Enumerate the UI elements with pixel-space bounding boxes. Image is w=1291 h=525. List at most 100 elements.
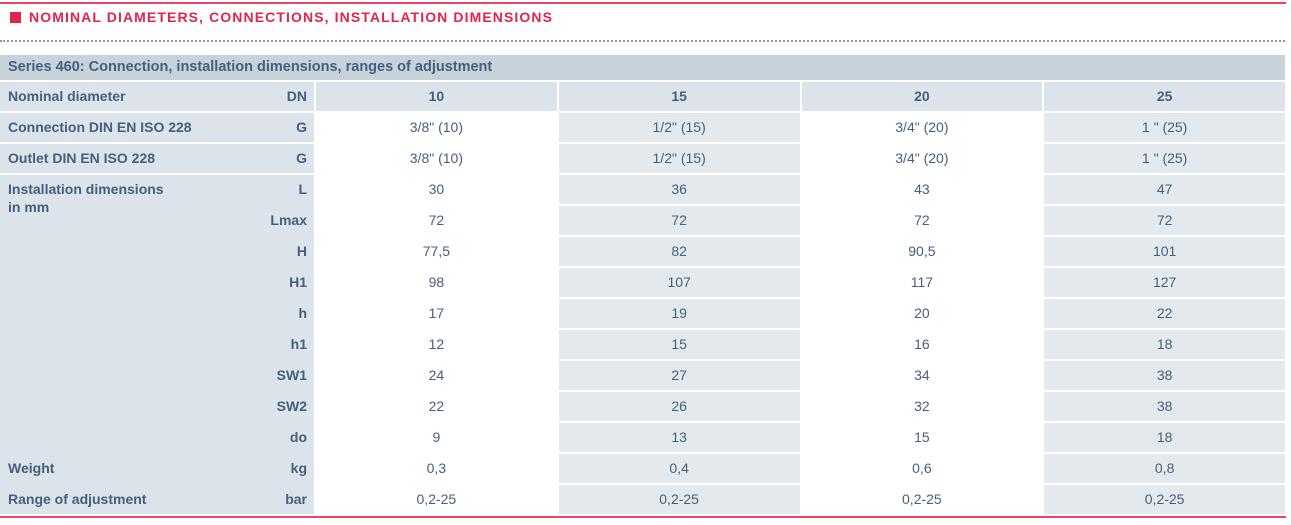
value-cell: 16 (914, 336, 930, 352)
value-cell: 0,2-25 (902, 491, 942, 507)
symbol-cell: kg (243, 454, 314, 483)
value-cell: 0,8 (1044, 454, 1285, 483)
symbol-cell: SW1 (243, 361, 314, 390)
row-outlet: Outlet DIN EN ISO 228 G 3/8" (10) 1/2" (… (0, 144, 1285, 173)
row-label-cell (0, 237, 243, 266)
row-lmax: Lmax 72 72 72 72 (0, 206, 1285, 235)
value-cell: 1 " (25) (1044, 113, 1285, 142)
row-label-cell: Range of adjustment (0, 485, 243, 514)
column-header-dn25: 25 (1044, 82, 1285, 111)
value-cell: 82 (558, 237, 800, 266)
value-cell: 3/8" (10) (409, 150, 463, 166)
section-title-text: NOMINAL DIAMETERS, CONNECTIONS, INSTALLA… (29, 9, 554, 25)
symbol-cell: G (243, 144, 314, 173)
value-cell: 0,2-25 (1044, 485, 1285, 514)
value-cell: 43 (914, 181, 930, 197)
bottom-accent-rule (0, 516, 1286, 518)
row-height-h: H 77,5 82 90,5 101 (0, 237, 1285, 266)
row-label-line2: in mm (8, 199, 50, 215)
dotted-divider (0, 40, 1285, 42)
row-height-h1: H1 98 107 117 127 (0, 268, 1285, 297)
value-cell: 90,5 (908, 243, 936, 259)
value-cell: 77,5 (422, 243, 450, 259)
section-title: NOMINAL DIAMETERS, CONNECTIONS, INSTALLA… (10, 9, 553, 25)
row-weight: Weight kg 0,3 0,4 0,6 0,8 (0, 454, 1285, 483)
value-cell: 30 (428, 181, 445, 197)
column-header-dn20: 20 (801, 82, 1043, 111)
row-label-cell (0, 206, 243, 235)
row-connection: Connection DIN EN ISO 228 G 3/8" (10) 1/… (0, 113, 1285, 142)
row-dn: Nominal diameter DN 10 15 20 25 (0, 82, 1285, 111)
value-cell: 15 (914, 429, 930, 445)
value-cell: 13 (558, 423, 800, 452)
value-cell: 0,2-25 (416, 491, 457, 507)
dimensions-table: Series 460: Connection, installation dim… (0, 55, 1285, 514)
value-cell: 72 (558, 206, 800, 235)
value-cell: 18 (1044, 423, 1285, 452)
square-bullet-icon (10, 11, 21, 23)
table-title: Series 460: Connection, installation dim… (0, 55, 1285, 80)
row-sw2: SW2 22 26 32 38 (0, 392, 1285, 421)
row-label-cell (0, 268, 243, 297)
row-do: do 9 13 15 18 (0, 423, 1285, 452)
value-cell: 107 (558, 268, 800, 297)
value-cell: 72 (914, 212, 930, 228)
symbol-cell: h (243, 299, 314, 328)
column-header-dn10: 10 (316, 82, 557, 111)
row-label-cell (0, 299, 243, 328)
symbol-cell: Lmax (243, 206, 314, 235)
row-length-l: Installation dimensions in mm L 30 36 43… (0, 175, 1285, 215)
row-range: Range of adjustment bar 0,2-25 0,2-25 0,… (0, 485, 1285, 514)
symbol-cell: SW2 (243, 392, 314, 421)
value-cell: 17 (428, 305, 445, 321)
value-cell: 47 (1044, 175, 1285, 204)
value-cell: 20 (914, 305, 930, 321)
value-cell: 12 (428, 336, 445, 352)
value-cell: 101 (1044, 237, 1285, 266)
row-label-cell: Connection DIN EN ISO 228 (0, 113, 243, 142)
symbol-cell: DN (243, 82, 314, 111)
value-cell: 1/2" (15) (558, 113, 800, 142)
value-cell: 3/4" (20) (895, 119, 949, 135)
value-cell: 0,2-25 (558, 485, 800, 514)
value-cell: 22 (1044, 299, 1285, 328)
row-label-cell (0, 392, 243, 421)
value-cell: 36 (558, 175, 800, 204)
symbol-cell: do (243, 423, 314, 452)
row-sw1: SW1 24 27 34 38 (0, 361, 1285, 390)
value-cell: 32 (914, 398, 930, 414)
row-label-cell: Weight (0, 454, 243, 483)
column-header-dn15: 15 (558, 82, 800, 111)
value-cell: 26 (558, 392, 800, 421)
value-cell: 18 (1044, 330, 1285, 359)
value-cell: 72 (1044, 206, 1285, 235)
value-cell: 98 (428, 274, 445, 290)
row-label-cell: Nominal diameter (0, 82, 243, 111)
value-cell: 127 (1044, 268, 1285, 297)
value-cell: 0,3 (426, 460, 447, 476)
value-cell: 9 (432, 429, 441, 445)
value-cell: 34 (914, 367, 930, 383)
symbol-cell: h1 (243, 330, 314, 359)
value-cell: 24 (428, 367, 445, 383)
row-h1-small: h1 12 15 16 18 (0, 330, 1285, 359)
value-cell: 3/8" (10) (409, 119, 463, 135)
row-label-cell (0, 423, 243, 452)
value-cell: 3/4" (20) (895, 150, 949, 166)
value-cell: 0,4 (558, 454, 800, 483)
value-cell: 1/2" (15) (558, 144, 800, 173)
symbol-cell: H (243, 237, 314, 266)
symbol-cell: G (243, 113, 314, 142)
value-cell: 38 (1044, 392, 1285, 421)
symbol-cell: bar (243, 485, 314, 514)
row-label-cell (0, 361, 243, 390)
value-cell: 38 (1044, 361, 1285, 390)
symbol-cell: L (243, 175, 314, 204)
value-cell: 22 (428, 398, 445, 414)
value-cell: 0,6 (912, 460, 932, 476)
value-cell: 117 (910, 274, 934, 290)
row-label-cell: Outlet DIN EN ISO 228 (0, 144, 243, 173)
row-label-line1: Installation dimensions (8, 181, 164, 197)
row-label-cell: Installation dimensions in mm (0, 175, 243, 215)
row-label-cell (0, 330, 243, 359)
